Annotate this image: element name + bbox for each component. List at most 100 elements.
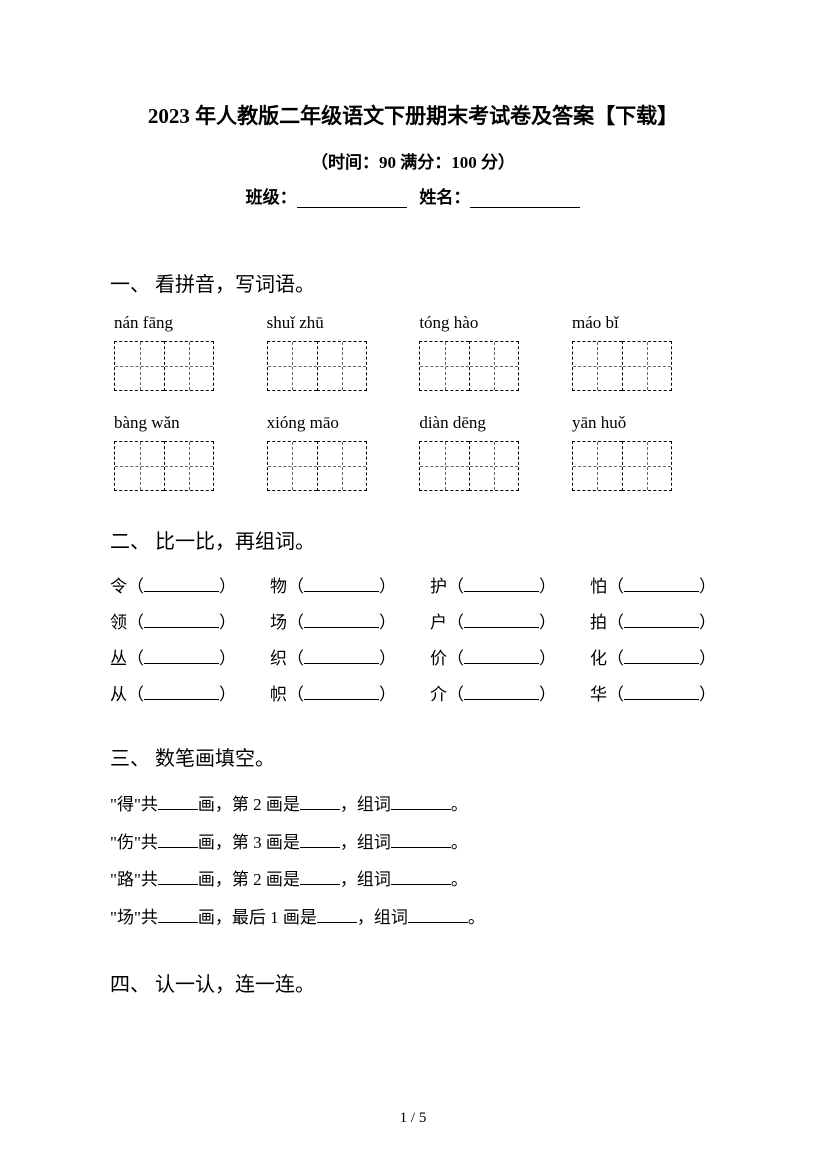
compare-char: 拍 — [590, 606, 607, 640]
compare-char: 帜 — [270, 678, 287, 712]
stroke-blank[interactable] — [300, 832, 340, 848]
stroke-blank[interactable] — [391, 832, 451, 848]
pinyin-item: diàn dēng — [419, 413, 559, 433]
stroke-dot: 。 — [468, 908, 485, 927]
stroke-text: 画，第 2 画是 — [198, 795, 300, 814]
compare-char: 护 — [430, 570, 447, 604]
stroke-char: "场" — [110, 908, 141, 927]
stroke-text: ，组词 — [340, 795, 391, 814]
stroke-blank[interactable] — [300, 869, 340, 885]
char-box-pair[interactable] — [114, 441, 214, 491]
compare-blank[interactable] — [304, 576, 379, 592]
char-box-pair[interactable] — [572, 341, 672, 391]
compare-blank[interactable] — [304, 684, 379, 700]
pinyin-item: shuǐ zhū — [267, 313, 407, 333]
stroke-blank[interactable] — [158, 907, 198, 923]
compare-rows: 令（） 物（） 护（） 怕（） 领（） 场（） 户（） 拍（） 丛（） 织（） … — [110, 570, 716, 712]
compare-char: 领 — [110, 606, 127, 640]
compare-blank[interactable] — [624, 612, 699, 628]
exam-title: 2023 年人教版二年级语文下册期末考试卷及答案【下载】 — [110, 100, 716, 130]
stroke-line: "场"共画，最后 1 画是，组词。 — [110, 900, 716, 936]
pinyin-item: yān huǒ — [572, 413, 712, 433]
compare-line: 从（） 帜（） 介（） 华（） — [110, 678, 716, 712]
pinyin-item: bàng wǎn — [114, 413, 254, 433]
char-box-pair[interactable] — [267, 441, 367, 491]
compare-blank[interactable] — [464, 612, 539, 628]
stroke-text: 画，最后 1 画是 — [198, 908, 317, 927]
stroke-text: 画，第 3 画是 — [198, 833, 300, 852]
compare-char: 场 — [270, 606, 287, 640]
stroke-line: "得"共画，第 2 画是，组词。 — [110, 787, 716, 823]
section4-heading: 四、 认一认，连一连。 — [110, 968, 716, 997]
compare-char: 华 — [590, 678, 607, 712]
class-blank[interactable] — [297, 190, 407, 208]
compare-blank[interactable] — [144, 576, 219, 592]
name-label: 姓名： — [419, 188, 470, 207]
stroke-text: ，组词 — [340, 870, 391, 889]
compare-blank[interactable] — [624, 684, 699, 700]
stroke-char: "路" — [110, 870, 141, 889]
compare-line: 令（） 物（） 护（） 怕（） — [110, 570, 716, 604]
compare-blank[interactable] — [464, 576, 539, 592]
pinyin-item: nán fāng — [114, 313, 254, 333]
compare-char: 丛 — [110, 642, 127, 676]
stroke-text: 画，第 2 画是 — [198, 870, 300, 889]
compare-blank[interactable] — [464, 684, 539, 700]
compare-line: 领（） 场（） 户（） 拍（） — [110, 606, 716, 640]
char-box-pair[interactable] — [572, 441, 672, 491]
pinyin-item: xióng māo — [267, 413, 407, 433]
pinyin-item: máo bǐ — [572, 313, 712, 333]
stroke-blank[interactable] — [158, 832, 198, 848]
compare-blank[interactable] — [144, 612, 219, 628]
pinyin-item: tóng hào — [419, 313, 559, 333]
stroke-char: "伤" — [110, 833, 141, 852]
pinyin-row-2: bàng wǎn xióng māo diàn dēng yān huǒ — [110, 413, 716, 433]
charbox-row-1 — [110, 341, 716, 391]
compare-char: 从 — [110, 678, 127, 712]
compare-line: 丛（） 织（） 价（） 化（） — [110, 642, 716, 676]
stroke-blank[interactable] — [300, 794, 340, 810]
compare-blank[interactable] — [624, 576, 699, 592]
stroke-blank[interactable] — [391, 794, 451, 810]
compare-char: 介 — [430, 678, 447, 712]
compare-char: 怕 — [590, 570, 607, 604]
compare-char: 物 — [270, 570, 287, 604]
compare-char: 户 — [430, 606, 447, 640]
stroke-blank[interactable] — [391, 869, 451, 885]
section2-heading: 二、 比一比，再组词。 — [110, 525, 716, 554]
compare-char: 织 — [270, 642, 287, 676]
char-box-pair[interactable] — [114, 341, 214, 391]
char-box-pair[interactable] — [419, 441, 519, 491]
name-blank[interactable] — [470, 190, 580, 208]
page-number: 1 / 5 — [0, 1110, 826, 1127]
compare-blank[interactable] — [304, 612, 379, 628]
compare-blank[interactable] — [464, 648, 539, 664]
charbox-row-2 — [110, 441, 716, 491]
stroke-blank[interactable] — [158, 794, 198, 810]
student-info-line: 班级： 姓名： — [110, 183, 716, 208]
stroke-blank[interactable] — [408, 907, 468, 923]
stroke-text: ，组词 — [340, 833, 391, 852]
stroke-blank[interactable] — [158, 869, 198, 885]
compare-blank[interactable] — [144, 684, 219, 700]
stroke-line: "伤"共画，第 3 画是，组词。 — [110, 825, 716, 861]
char-box-pair[interactable] — [419, 341, 519, 391]
stroke-char: "得" — [110, 795, 141, 814]
pinyin-row-1: nán fāng shuǐ zhū tóng hào máo bǐ — [110, 313, 716, 333]
stroke-blank[interactable] — [317, 907, 357, 923]
compare-char: 价 — [430, 642, 447, 676]
section3-heading: 三、 数笔画填空。 — [110, 742, 716, 771]
stroke-dot: 。 — [451, 833, 468, 852]
compare-char: 令 — [110, 570, 127, 604]
stroke-lines: "得"共画，第 2 画是，组词。 "伤"共画，第 3 画是，组词。 "路"共画，… — [110, 787, 716, 936]
section1-heading: 一、 看拼音，写词语。 — [110, 268, 716, 297]
compare-char: 化 — [590, 642, 607, 676]
char-box-pair[interactable] — [267, 341, 367, 391]
stroke-dot: 。 — [451, 795, 468, 814]
stroke-line: "路"共画，第 2 画是，组词。 — [110, 862, 716, 898]
stroke-dot: 。 — [451, 870, 468, 889]
compare-blank[interactable] — [624, 648, 699, 664]
compare-blank[interactable] — [304, 648, 379, 664]
compare-blank[interactable] — [144, 648, 219, 664]
exam-subtitle: （时间：90 满分：100 分） — [110, 148, 716, 173]
